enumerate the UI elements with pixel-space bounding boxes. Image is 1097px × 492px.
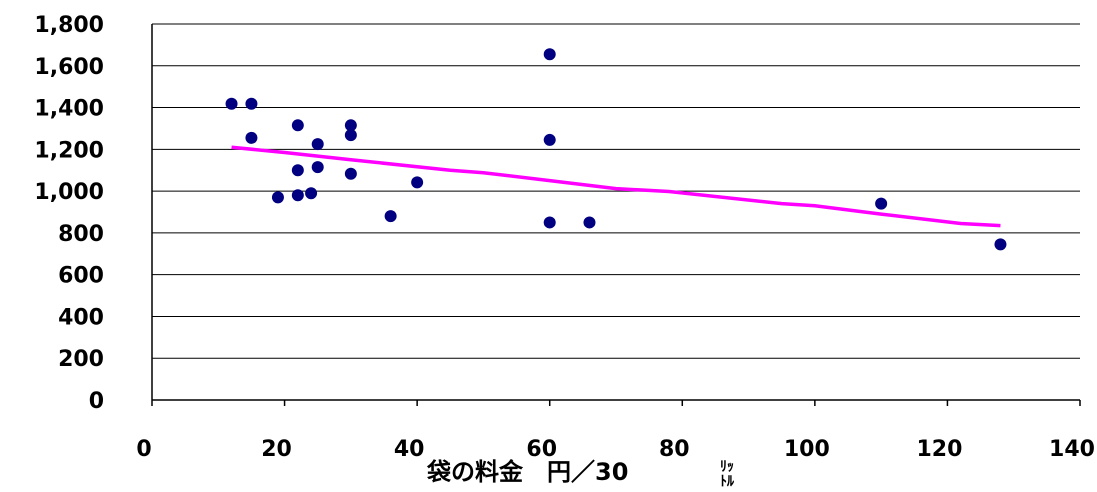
data-point xyxy=(994,238,1007,251)
x-axis-title-group: 袋の料金 円／30 ﾘｯ ﾄﾙ xyxy=(426,458,735,490)
data-point xyxy=(344,167,357,180)
data-points xyxy=(225,48,1007,251)
x-tick-label: 20 xyxy=(261,437,292,462)
x-axis-unit-bottom: ﾄﾙ xyxy=(720,474,735,490)
data-point xyxy=(311,161,324,174)
data-point xyxy=(344,119,357,132)
y-tick-label: 0 xyxy=(89,389,104,414)
x-tick-label: 0 xyxy=(136,437,151,462)
trend-line xyxy=(231,145,1001,228)
y-tick-label: 800 xyxy=(58,222,104,247)
data-point xyxy=(245,97,258,110)
x-tick-label: 140 xyxy=(1049,437,1095,462)
x-tick-label: 40 xyxy=(394,437,425,462)
data-point xyxy=(291,119,304,132)
data-point xyxy=(411,176,424,189)
data-point xyxy=(384,210,397,223)
y-tick-labels: 0 200 400 600 800 1,000 1,200 1,400 1,600 1,800 xyxy=(34,13,104,414)
x-tick-label: 60 xyxy=(526,437,557,462)
y-tick-label: 1,600 xyxy=(34,55,104,80)
x-axis-unit-top: ﾘｯ xyxy=(720,459,734,475)
data-point xyxy=(875,197,888,210)
data-point xyxy=(543,48,556,61)
x-tick-label: 80 xyxy=(659,437,690,462)
gridlines xyxy=(152,23,1080,359)
y-tick-label: 400 xyxy=(58,305,104,330)
axes xyxy=(151,24,1081,406)
x-tick-label: 100 xyxy=(784,437,830,462)
x-tick-labels: 0 20 40 60 80 100 120 140 xyxy=(136,437,1095,462)
data-point xyxy=(271,191,284,204)
trend-line-group xyxy=(231,145,1001,228)
data-point xyxy=(291,164,304,177)
y-tick-label: 1,400 xyxy=(34,97,104,122)
data-point xyxy=(543,133,556,146)
data-point xyxy=(311,138,324,151)
y-tick-label: 600 xyxy=(58,264,104,289)
y-tick-label: 1,800 xyxy=(34,13,104,38)
y-tick-label: 1,000 xyxy=(34,180,104,205)
data-point xyxy=(305,187,318,200)
data-point xyxy=(344,129,357,142)
data-point xyxy=(291,189,304,202)
y-tick-label: 200 xyxy=(58,347,104,372)
data-point xyxy=(543,216,556,229)
x-tick-label: 120 xyxy=(916,437,962,462)
x-axis-title: 袋の料金 円／30 xyxy=(426,458,628,486)
y-tick-label: 1,200 xyxy=(34,138,104,163)
data-point xyxy=(225,97,238,110)
data-point xyxy=(583,216,596,229)
data-point xyxy=(245,131,258,144)
